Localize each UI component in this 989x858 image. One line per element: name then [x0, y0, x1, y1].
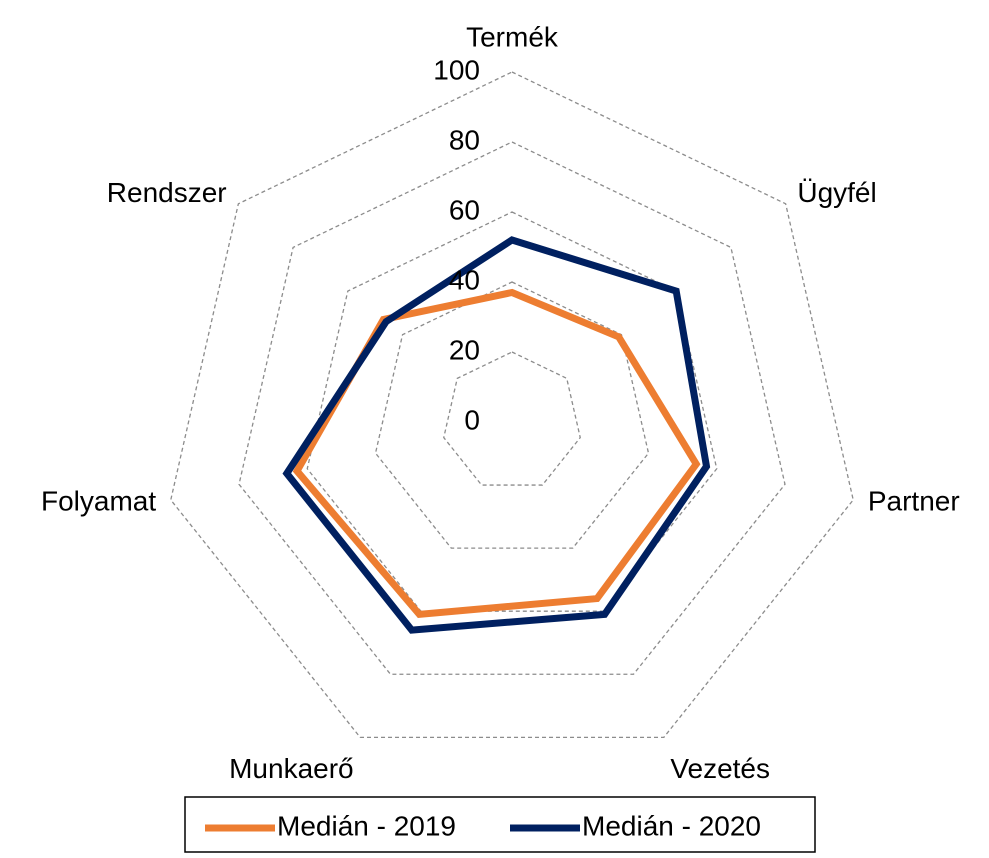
r-tick-label: 80	[449, 124, 480, 155]
r-tick-label: 20	[449, 334, 480, 365]
category-label: Ügyfél	[797, 177, 876, 208]
category-label: Folyamat	[41, 486, 156, 517]
legend-label: Medián - 2019	[277, 810, 456, 841]
category-label: Munkaerő	[229, 753, 354, 784]
grid-ring	[443, 351, 581, 486]
category-label: Rendszer	[107, 177, 227, 208]
category-label: Partner	[868, 486, 960, 517]
grid-ring	[238, 141, 786, 675]
r-tick-label: 60	[449, 194, 480, 225]
grid-ring	[374, 281, 650, 549]
category-label: Termék	[466, 21, 559, 52]
r-tick-label: 100	[433, 54, 480, 85]
series-line	[282, 236, 711, 634]
legend-label: Medián - 2020	[582, 810, 761, 841]
r-tick-label: 0	[464, 404, 480, 435]
category-label: Vezetés	[670, 753, 770, 784]
grid-ring	[170, 71, 854, 738]
legend-box	[184, 796, 816, 853]
r-tick-label: 40	[449, 264, 480, 295]
